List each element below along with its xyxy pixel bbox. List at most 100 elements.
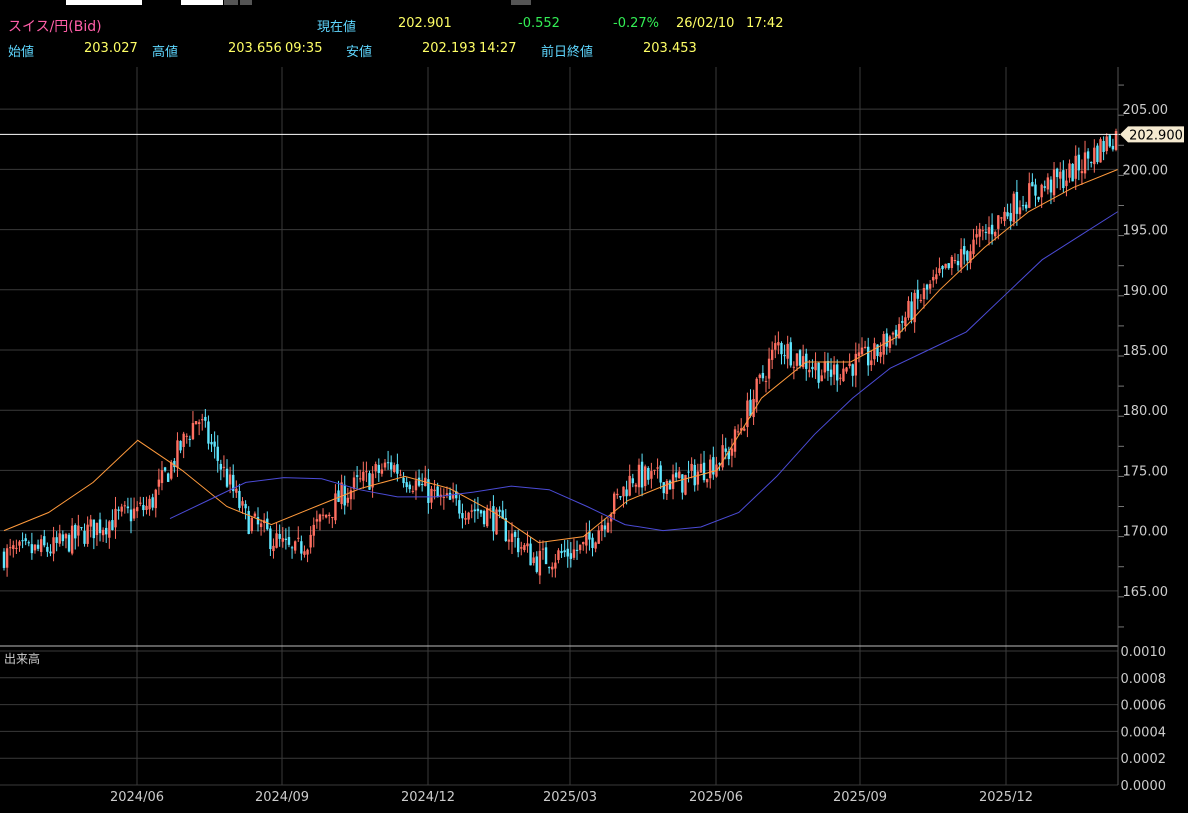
candle-body bbox=[427, 479, 430, 503]
candle-body bbox=[1046, 177, 1050, 190]
candle-body bbox=[1052, 169, 1056, 196]
candle-body bbox=[662, 482, 665, 494]
candle-body bbox=[402, 477, 405, 484]
candle-body bbox=[340, 482, 343, 505]
toolbar-field[interactable] bbox=[181, 0, 223, 5]
candle-body bbox=[526, 543, 529, 547]
candle-body bbox=[451, 494, 455, 499]
candle-body bbox=[572, 549, 576, 558]
candle-body bbox=[92, 519, 96, 539]
candle-body bbox=[467, 512, 470, 520]
quote-date: 26/02/10 bbox=[676, 16, 735, 31]
candle-body bbox=[678, 471, 681, 479]
candle-body bbox=[640, 461, 644, 488]
candle-body bbox=[55, 537, 58, 543]
volume-tick-label: 0.0010 bbox=[1121, 645, 1167, 660]
time-tick-label: 2024/09 bbox=[255, 790, 309, 805]
candle-body bbox=[80, 527, 83, 529]
price-tick-label: 175.00 bbox=[1123, 464, 1169, 479]
candle-body bbox=[448, 492, 452, 500]
toolbar-button[interactable] bbox=[511, 0, 531, 5]
candle-body bbox=[984, 231, 988, 233]
candle-body bbox=[30, 544, 34, 554]
toolbar-button[interactable] bbox=[240, 0, 252, 5]
candle-body bbox=[408, 484, 411, 490]
candle-body bbox=[653, 469, 656, 471]
candle-body bbox=[935, 274, 938, 280]
candle-body bbox=[256, 517, 260, 525]
price-tick-label: 200.00 bbox=[1123, 163, 1169, 178]
candle-body bbox=[61, 534, 65, 542]
candle-body bbox=[24, 538, 27, 542]
candle-body bbox=[476, 508, 480, 512]
candle-body bbox=[659, 465, 662, 483]
candle-body bbox=[259, 523, 263, 528]
candle-body bbox=[783, 355, 786, 357]
candle-body bbox=[145, 505, 148, 510]
candle-body bbox=[114, 508, 117, 528]
volume-panel-label: 出来高 bbox=[4, 651, 40, 666]
candle-body bbox=[925, 284, 929, 290]
candle-body bbox=[349, 490, 353, 500]
candle-body bbox=[513, 531, 517, 537]
candle-body bbox=[377, 464, 380, 473]
candle-body bbox=[863, 346, 867, 349]
candle-body bbox=[947, 263, 950, 269]
candle-body bbox=[749, 399, 752, 417]
candle-body bbox=[867, 346, 870, 366]
candle-body bbox=[647, 468, 650, 480]
candle-body bbox=[495, 509, 498, 535]
candle-body bbox=[554, 562, 557, 569]
time-tick-label: 2024/12 bbox=[401, 790, 455, 805]
candle-body bbox=[470, 510, 473, 512]
candle-body bbox=[699, 463, 703, 473]
candle-body bbox=[1068, 163, 1071, 178]
candle-body bbox=[191, 423, 195, 440]
volume-tick-label: 0.0008 bbox=[1121, 672, 1167, 687]
candle-body bbox=[393, 465, 396, 472]
candle-body bbox=[321, 514, 325, 516]
candle-body bbox=[43, 536, 46, 546]
candle-body bbox=[966, 251, 969, 261]
candle-body bbox=[244, 503, 247, 509]
candle-body bbox=[365, 471, 368, 473]
candle-body bbox=[1099, 139, 1102, 163]
candle-body bbox=[374, 464, 377, 472]
candle-body bbox=[15, 547, 18, 549]
candle-body bbox=[510, 533, 514, 542]
candle-body bbox=[631, 478, 634, 484]
candle-body bbox=[222, 466, 226, 468]
candle-body bbox=[442, 496, 446, 498]
candle-body bbox=[39, 539, 43, 553]
candle-body bbox=[197, 422, 201, 424]
candle-body bbox=[120, 506, 123, 512]
candle-body bbox=[98, 519, 102, 534]
candle-body bbox=[420, 484, 424, 486]
toolbar-button[interactable] bbox=[224, 0, 238, 5]
candle-body bbox=[430, 488, 433, 503]
candle-body bbox=[829, 369, 833, 377]
candle-body bbox=[575, 549, 579, 551]
candle-body bbox=[1105, 136, 1108, 152]
low-value: 202.193 bbox=[422, 41, 476, 56]
candle-body bbox=[746, 400, 749, 428]
candle-body bbox=[566, 548, 569, 557]
candle-body bbox=[1096, 145, 1099, 163]
candle-body bbox=[801, 356, 805, 368]
candle-body bbox=[70, 525, 74, 554]
candle-body bbox=[897, 324, 901, 339]
candle-body bbox=[142, 505, 145, 511]
candle-body bbox=[625, 489, 628, 497]
candle-body bbox=[916, 289, 919, 299]
candle-body bbox=[997, 215, 1000, 229]
candle-body bbox=[888, 336, 892, 348]
candle-body bbox=[795, 353, 799, 366]
toolbar-field[interactable] bbox=[66, 0, 142, 5]
candle-body bbox=[1040, 184, 1043, 198]
candle-body bbox=[665, 480, 669, 494]
candle-body bbox=[507, 539, 511, 542]
candle-body bbox=[52, 537, 55, 554]
candle-body bbox=[492, 506, 495, 532]
candle-body bbox=[1090, 162, 1093, 164]
